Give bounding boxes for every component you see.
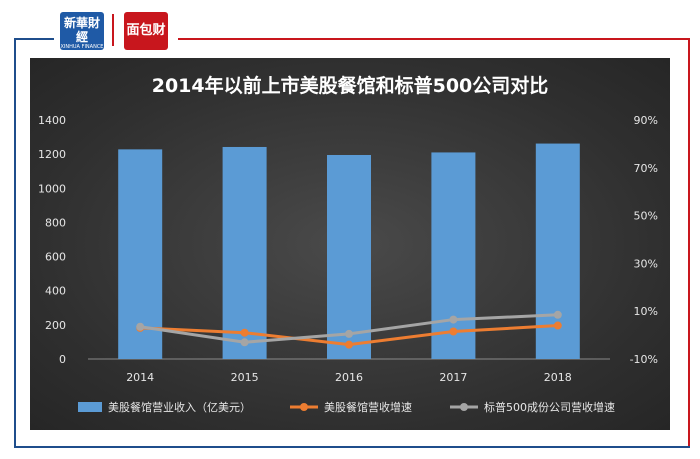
x-tick-label: 2015 — [231, 371, 259, 384]
series-point — [345, 329, 353, 338]
left-tick-label: 1400 — [38, 114, 66, 127]
x-tick-label: 2018 — [544, 371, 572, 384]
legend-swatch-point — [300, 403, 308, 411]
legend-swatch-bar — [78, 402, 102, 412]
series-point — [240, 338, 249, 347]
left-tick-label: 800 — [45, 216, 66, 229]
caijing-logo: 面包财经 — [124, 12, 168, 76]
series-point — [136, 322, 145, 331]
left-tick-label: 600 — [45, 251, 66, 264]
bar — [222, 146, 267, 359]
legend-label: 美股餐馆营业收入（亿美元） — [108, 400, 251, 414]
left-axis-ticks: 0 200 400 600 800 1000 1200 1400 — [38, 114, 66, 366]
right-tick-label: 10% — [634, 305, 658, 318]
xinhua-finance-logo: 新華財經 XINHUA FINANCE · · · · — [60, 12, 104, 58]
frame-left-line — [14, 38, 16, 448]
x-axis-ticks: 2014 2015 2016 2017 2018 — [126, 371, 572, 384]
left-tick-label: 0 — [59, 353, 66, 366]
x-tick-label: 2016 — [335, 371, 363, 384]
right-tick-label: -10% — [630, 353, 658, 366]
legend: 美股餐馆营业收入（亿美元） 美股餐馆营收增速 标普500成份公司营收增速 — [78, 400, 615, 414]
line-series — [136, 310, 562, 349]
chart-title: 2014年以前上市美股餐馆和标普500公司对比 — [152, 74, 549, 97]
legend-label: 美股餐馆营收增速 — [324, 400, 412, 414]
series-point — [345, 340, 353, 349]
left-tick-label: 400 — [45, 285, 66, 298]
legend-label: 标普500成份公司营收增速 — [484, 400, 615, 414]
legend-swatch-point — [460, 403, 468, 411]
series-point — [553, 321, 562, 330]
bar — [327, 154, 371, 359]
xinhua-logo-dots: · · · · — [75, 51, 89, 58]
series-point — [553, 310, 562, 319]
logo-separator — [112, 14, 114, 46]
frame-top-line-red — [178, 38, 690, 40]
left-tick-label: 1200 — [38, 148, 66, 161]
frame-right-line — [688, 38, 690, 448]
bar-series — [118, 143, 580, 359]
right-axis-ticks: -10% 10% 30% 50% 70% 90% — [630, 114, 658, 366]
series-point — [240, 328, 249, 337]
series-point — [449, 327, 458, 336]
xinhua-logo-cn: 新華財經 — [63, 16, 100, 44]
x-tick-label: 2017 — [439, 371, 467, 384]
bar — [431, 152, 476, 359]
x-tick-label: 2014 — [126, 371, 154, 384]
right-tick-label: 70% — [634, 162, 658, 175]
chart-panel: 2014年以前上市美股餐馆和标普500公司对比 0 200 400 600 800 100… — [30, 58, 670, 430]
frame-bottom-line — [14, 446, 690, 448]
frame-top-line-blue — [14, 38, 54, 40]
left-tick-label: 200 — [45, 319, 66, 332]
series-point — [449, 315, 458, 324]
right-tick-label: 50% — [634, 210, 658, 223]
left-tick-label: 1000 — [38, 182, 66, 195]
xinhua-logo-en: XINHUA FINANCE — [60, 44, 104, 50]
right-tick-label: 30% — [634, 257, 658, 270]
right-tick-label: 90% — [634, 114, 658, 127]
chart-svg: 2014年以前上市美股餐馆和标普500公司对比 0 200 400 600 800 100… — [38, 74, 658, 414]
